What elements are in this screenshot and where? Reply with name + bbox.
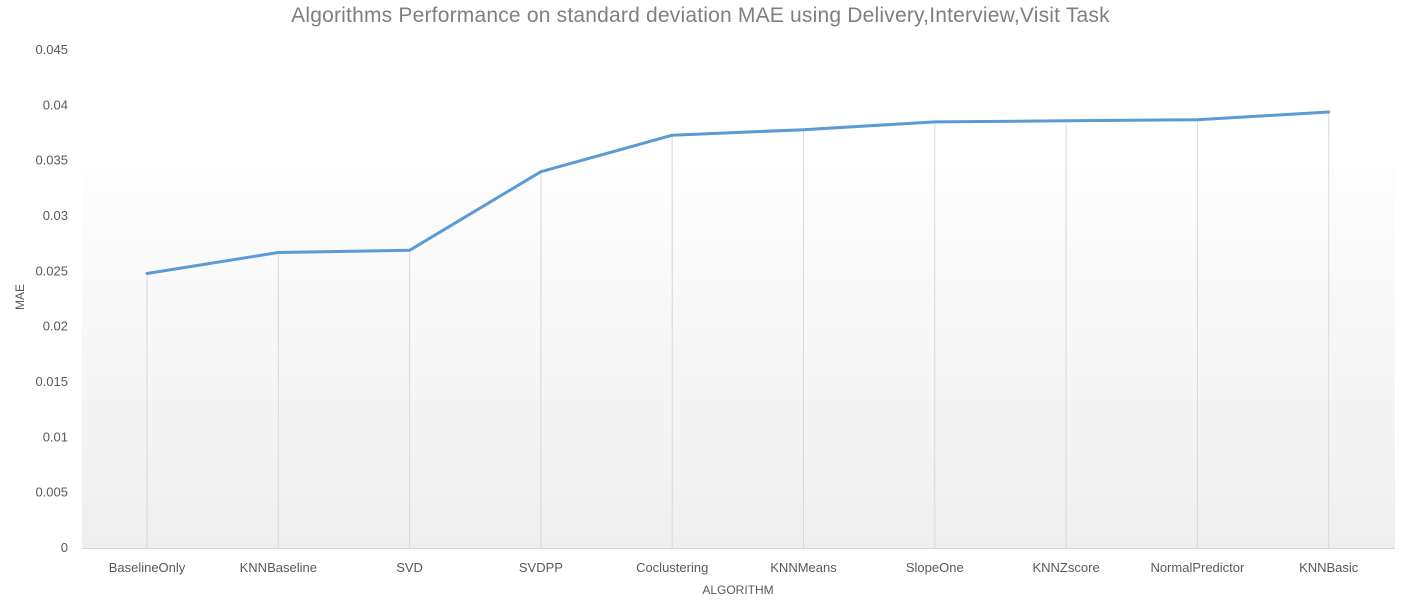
y-axis-ticks: 0 0.005 0.01 0.015 0.02 0.025 0.03 0.035 0.04 0.0… — [35, 42, 68, 555]
y-tick-label: 0.025 — [35, 263, 68, 278]
x-axis-ticks: BaselineOnly KNNBaseline SVD SVDPP Cocluster… — [109, 560, 1359, 575]
x-tick-label: KNNBaseline — [240, 560, 317, 575]
chart-title: Algorithms Performance on standard devia… — [291, 4, 1110, 27]
y-tick-label: 0.04 — [43, 97, 68, 112]
y-tick-label: 0 — [61, 540, 68, 555]
x-tick-label: NormalPredictor — [1150, 560, 1245, 575]
y-tick-label: 0.005 — [35, 485, 68, 500]
x-tick-label: Coclustering — [636, 560, 708, 575]
x-tick-label: KNNZscore — [1033, 560, 1100, 575]
y-tick-label: 0.01 — [43, 429, 68, 444]
x-tick-label: SlopeOne — [906, 560, 964, 575]
x-tick-label: SVD — [396, 560, 423, 575]
x-tick-label: SVDPP — [519, 560, 563, 575]
y-tick-label: 0.02 — [43, 319, 68, 334]
series-line — [145, 110, 1331, 275]
x-tick-label: BaselineOnly — [109, 560, 186, 575]
x-tick-label: KNNMeans — [770, 560, 837, 575]
x-tick-label: KNNBasic — [1299, 560, 1359, 575]
y-tick-label: 0.015 — [35, 374, 68, 389]
y-tick-label: 0.03 — [43, 208, 68, 223]
y-tick-label: 0.035 — [35, 153, 68, 168]
x-axis-title: ALGORITHM — [702, 583, 774, 597]
plot-area — [82, 130, 1395, 548]
y-axis-title: MAE — [13, 284, 27, 311]
drop-lines — [146, 111, 1330, 548]
y-tick-label: 0.045 — [35, 42, 68, 57]
